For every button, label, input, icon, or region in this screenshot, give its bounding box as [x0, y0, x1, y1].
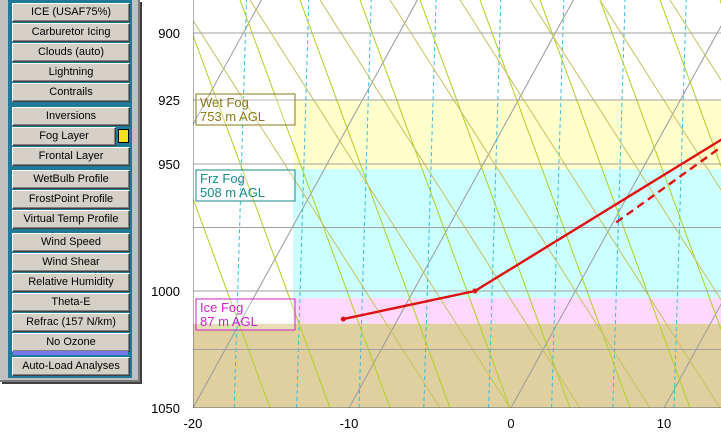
inversions-button[interactable]: Inversions	[12, 107, 130, 126]
carburetor-icing-button[interactable]: Carburetor Icing	[12, 23, 130, 42]
mixing-ratio-line	[612, 0, 626, 408]
pressure-tick-label: 1050	[151, 401, 180, 416]
dry-adiabat-line	[599, 0, 721, 191]
isotherm-line	[510, 25, 721, 408]
fog-layer-label-box	[195, 93, 296, 126]
isotherm-line	[348, 0, 574, 408]
dry-adiabat-line	[389, 0, 651, 408]
overlay-control-panel: ICE (USAF75%) Carburetor Icing Clouds (a…	[0, 0, 140, 382]
frostpoint-profile-button[interactable]: FrostPoint Profile	[12, 190, 130, 209]
fog-layer-label-box	[195, 169, 296, 202]
mixing-ratio-line	[673, 0, 687, 408]
fog-layer-color-swatch	[118, 129, 129, 143]
ground-area	[193, 323, 721, 408]
temperature-tick-label: -10	[340, 416, 359, 431]
moist-adiabat-line	[479, 0, 631, 408]
fog-layer-name: Wet Fog	[200, 95, 249, 110]
mixing-ratio-line	[296, 0, 310, 408]
dry-adiabat-line	[249, 0, 511, 408]
wind-shear-button[interactable]: Wind Shear	[12, 253, 130, 272]
relative-humidity-button[interactable]: Relative Humidity	[12, 273, 130, 292]
wind-speed-button[interactable]: Wind Speed	[12, 233, 130, 252]
mixing-ratio-line	[172, 0, 184, 408]
isotherm-line	[663, 303, 721, 408]
frontal-layer-button[interactable]: Frontal Layer	[12, 147, 130, 166]
moist-adiabat-line	[193, 197, 271, 408]
dry-adiabat-line	[319, 0, 581, 408]
moist-adiabat-line	[359, 0, 511, 408]
moist-adiabat-line	[419, 0, 571, 408]
pressure-tick-label: 1000	[151, 284, 180, 299]
lightning-button[interactable]: Lightning	[12, 63, 130, 82]
fog-layer-height: 87 m AGL	[200, 314, 258, 329]
temperature-point	[472, 288, 478, 294]
pressure-tick-label: 925	[158, 93, 180, 108]
clouds-button[interactable]: Clouds (auto)	[12, 43, 130, 62]
moist-adiabat-line	[239, 0, 391, 408]
isotherm-line	[193, 0, 262, 126]
dry-adiabat-line	[193, 19, 441, 408]
refrac-button[interactable]: Refrac (157 N/km)	[12, 313, 130, 332]
panel-separator	[13, 351, 128, 355]
fog-layer-name: Ice Fog	[200, 300, 243, 315]
temperature-curve	[343, 138, 721, 321]
moist-adiabat-line	[193, 33, 331, 408]
mixing-ratio-line	[233, 0, 247, 408]
no-ozone-button[interactable]: No Ozone	[12, 333, 130, 352]
temperature-tick-label: 0	[507, 416, 514, 431]
dry-adiabat-line	[669, 0, 721, 81]
wetbulb-profile-button[interactable]: WetBulb Profile	[12, 170, 130, 189]
fog-layer-label-box	[195, 298, 296, 331]
fog-layer-button[interactable]: Fog Layer	[12, 127, 116, 146]
fog-layer-band	[293, 298, 721, 324]
mixing-ratio-line	[358, 0, 372, 408]
auto-load-analyses-button[interactable]: Auto-Load Analyses	[12, 357, 130, 376]
moist-adiabat-line	[299, 0, 451, 408]
ice-button[interactable]: ICE (USAF75%)	[12, 3, 130, 22]
virtual-temp-profile-button[interactable]: Virtual Temp Profile	[12, 210, 130, 229]
dry-adiabat-line	[459, 0, 721, 408]
fog-layer-band	[293, 169, 721, 299]
isotherm-line	[193, 0, 418, 408]
dewpoint-curve	[615, 145, 721, 224]
mixing-ratio-line	[551, 0, 565, 408]
fog-layer-height: 753 m AGL	[200, 109, 265, 124]
mixing-ratio-line	[423, 0, 437, 408]
pressure-tick-label: 900	[158, 26, 180, 41]
fog-layer-height: 508 m AGL	[200, 185, 265, 200]
fog-layer-name: Frz Fog	[200, 171, 245, 186]
moist-adiabat-line	[599, 0, 721, 331]
temperature-tick-label: -20	[184, 416, 203, 431]
temperature-point	[340, 316, 346, 322]
temperature-tick-label: 10	[657, 416, 671, 431]
pressure-tick-label: 950	[158, 157, 180, 172]
contrails-button[interactable]: Contrails	[12, 83, 130, 102]
moist-adiabat-line	[659, 0, 721, 168]
dry-adiabat-line	[529, 0, 721, 301]
theta-e-button[interactable]: Theta-E	[12, 293, 130, 312]
